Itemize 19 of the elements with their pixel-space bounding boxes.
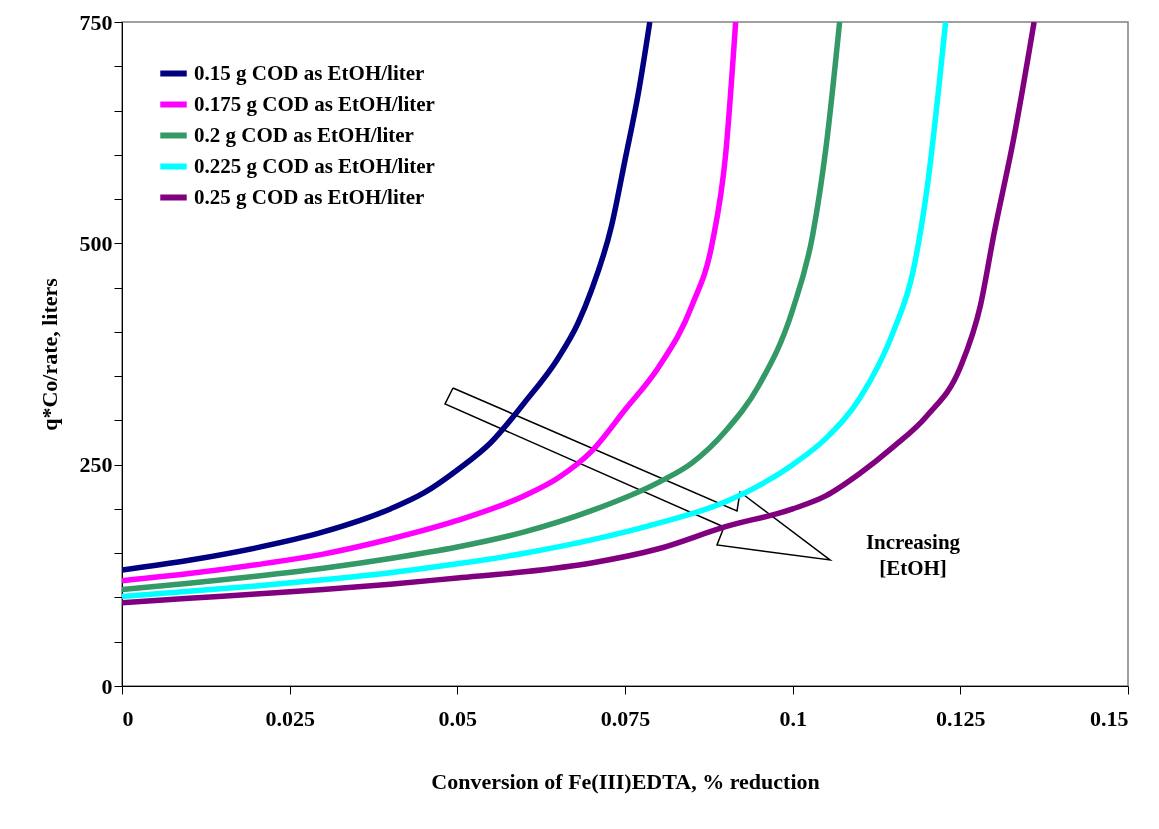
legend-label: 0.175 g COD as EtOH/liter	[194, 91, 435, 116]
x-tick-label: 0.15	[1090, 705, 1129, 731]
y-tick-label: 0	[101, 673, 113, 699]
x-tick-label: 0.025	[265, 705, 315, 731]
y-tick-label: 750	[79, 9, 113, 35]
legend-label: 0.225 g COD as EtOH/liter	[194, 153, 435, 178]
x-tick-label: 0.125	[936, 705, 986, 731]
x-tick-label: 0	[122, 705, 134, 731]
y-axis-title: q*Co/rate, liters	[36, 277, 62, 431]
x-tick-label: 0.075	[600, 705, 651, 731]
y-tick-label: 500	[79, 230, 113, 256]
y-tick-label: 250	[79, 452, 113, 478]
x-axis-title: Conversion of Fe(III)EDTA, % reduction	[431, 768, 820, 794]
legend-label: 0.25 g COD as EtOH/liter	[194, 184, 425, 209]
annotation: Increasing [EtOH]	[865, 530, 961, 580]
x-tick-label: 0.1	[779, 705, 807, 731]
x-tick-label: 0.05	[438, 705, 478, 731]
legend-label: 0.15 g COD as EtOH/liter	[194, 60, 425, 85]
legend-label: 0.2 g COD as EtOH/liter	[194, 122, 414, 147]
